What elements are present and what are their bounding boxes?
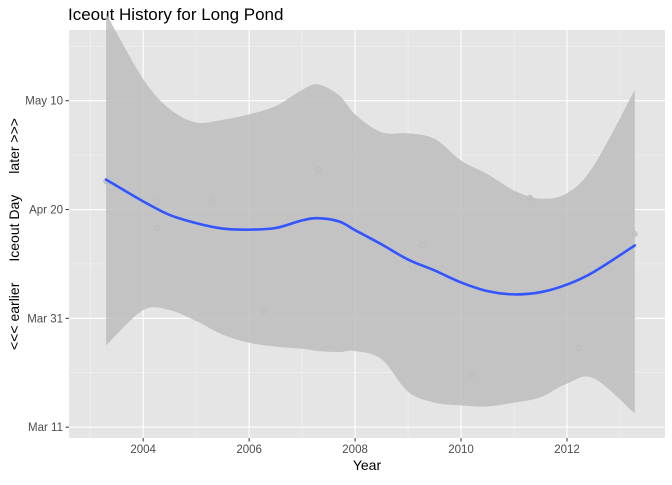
y-axis-title-earlier: <<< earlier [6, 282, 22, 350]
x-axis-title: Year [353, 457, 382, 473]
data-point [209, 199, 215, 205]
x-tick-label: 2012 [554, 444, 580, 456]
y-axis-title-later: later >>> [6, 118, 22, 174]
x-tick-label: 2010 [448, 444, 474, 456]
confidence-band [106, 13, 635, 414]
data-point [261, 308, 267, 315]
confidence-ribbon [106, 13, 635, 414]
smooth-line-group [104, 178, 637, 296]
y-axis-title: <<< earlier Iceout Day later >>> [6, 118, 22, 350]
axes: 2004 2006 2008 2010 2012 Mar 11 Mar 31 Apr 20 Ma… [25, 96, 580, 456]
y-axis-title-main: Iceout Day [6, 195, 22, 262]
data-point [315, 166, 321, 173]
data-point [154, 199, 160, 205]
y-tick-label: Apr 20 [29, 205, 63, 217]
data-points [103, 166, 638, 378]
x-tick-label: 2006 [236, 444, 262, 456]
data-point [418, 242, 425, 249]
y-tick-label: Mar 11 [28, 422, 63, 434]
y-tick-label: Mar 31 [27, 313, 63, 325]
data-point [468, 371, 475, 378]
chart-title: Iceout History for Long Pond [68, 5, 283, 24]
x-tick-label: 2004 [130, 444, 156, 456]
x-tick-label: 2008 [342, 444, 368, 456]
data-point [527, 194, 533, 201]
data-point [631, 231, 638, 237]
y-tick-label: May 10 [25, 96, 63, 108]
data-point [154, 225, 160, 231]
data-point [575, 344, 582, 351]
smooth-line [104, 178, 637, 296]
